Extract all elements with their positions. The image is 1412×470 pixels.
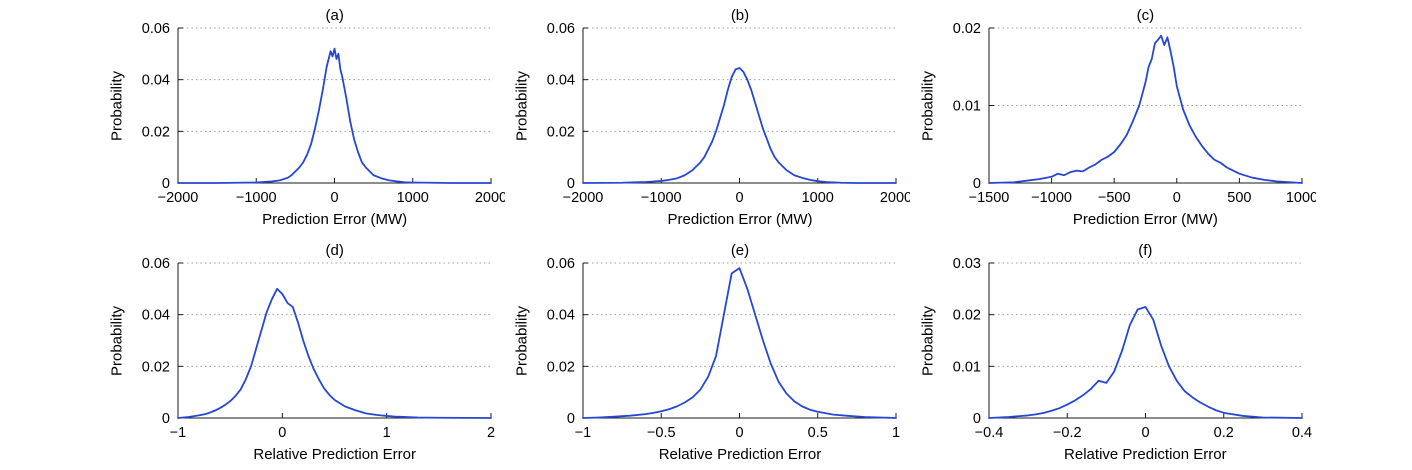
subplot-d-x-axis-label: Relative Prediction Error: [253, 446, 416, 463]
subplot-c-y-axis-label: Probability: [919, 70, 937, 142]
subplot-c-title: (c): [1136, 7, 1155, 24]
svg-text:1000: 1000: [397, 190, 429, 206]
svg-text:0: 0: [973, 411, 981, 427]
subplot-b: −2000 −1000 0 1000 2000 0 0.02 0.04 0.06 (b) Pro…: [505, 0, 911, 235]
plot-area-c: −1500 −1000 −500 0 500 1000 0 0.01 0.02: [952, 21, 1316, 206]
subplot-e-title: (e): [730, 242, 750, 259]
subplot-b-title: (b): [730, 7, 750, 24]
svg-text:0: 0: [1172, 190, 1180, 206]
svg-text:0.06: 0.06: [142, 256, 170, 272]
svg-text:−1: −1: [575, 425, 592, 441]
subplot-d-y-axis-label: Probability: [108, 305, 126, 377]
subplot-a-x-axis-label: Prediction Error (MW): [262, 211, 408, 228]
svg-text:−0.5: −0.5: [647, 425, 676, 441]
subplot-a: −2000 −1000 0 1000 2000 0 0.02 0.04 0.06 (a) Pro…: [100, 0, 506, 235]
subplot-c: −1500 −1000 −500 0 500 1000 0 0.01 0.02 (c) Prob…: [911, 0, 1316, 235]
subplot-e-x-axis-label: Relative Prediction Error: [658, 446, 822, 463]
plot-area-a: −2000 −1000 0 1000 2000 0 0.02 0.04 0.06: [142, 21, 505, 206]
svg-text:0.02: 0.02: [142, 359, 170, 375]
svg-text:0.02: 0.02: [547, 359, 575, 375]
svg-text:0.06: 0.06: [142, 21, 170, 37]
svg-text:0.02: 0.02: [547, 124, 575, 140]
svg-text:0: 0: [162, 411, 170, 427]
svg-text:0.06: 0.06: [547, 256, 575, 272]
svg-text:1000: 1000: [1286, 190, 1316, 206]
svg-text:−1000: −1000: [236, 190, 277, 206]
svg-text:0.02: 0.02: [952, 21, 980, 37]
svg-text:−1000: −1000: [1031, 190, 1072, 206]
svg-text:−0.4: −0.4: [974, 425, 1003, 441]
svg-text:0.5: 0.5: [808, 425, 828, 441]
svg-text:−2000: −2000: [563, 190, 604, 206]
subplot-a-y-axis-label: Probability: [108, 70, 126, 142]
svg-text:0: 0: [162, 176, 170, 192]
subplot-f-y-axis-label: Probability: [919, 305, 937, 377]
svg-text:0: 0: [330, 190, 338, 206]
svg-text:0.01: 0.01: [952, 99, 980, 115]
subplot-d: −1 0 1 2 0 0.02 0.04 0.06 (d) Probability Relat…: [100, 235, 505, 470]
svg-text:−0.2: −0.2: [1053, 425, 1082, 441]
svg-text:0.01: 0.01: [952, 359, 980, 375]
subplot-b-x-axis-label: Prediction Error (MW): [667, 211, 813, 228]
subplot-a-title: (a): [325, 7, 344, 24]
svg-text:0.03: 0.03: [952, 256, 980, 272]
svg-text:0: 0: [567, 176, 575, 192]
svg-text:500: 500: [1227, 190, 1251, 206]
svg-text:0.04: 0.04: [547, 308, 575, 324]
svg-text:0: 0: [736, 190, 744, 206]
svg-text:2000: 2000: [880, 190, 910, 206]
subplot-f-title: (f): [1138, 242, 1153, 259]
subplot-b-y-axis-label: Probability: [513, 70, 531, 142]
svg-text:2: 2: [487, 425, 495, 441]
svg-text:0: 0: [736, 425, 744, 441]
svg-text:1: 1: [383, 425, 391, 441]
svg-text:−1000: −1000: [641, 190, 682, 206]
subplot-f: −0.4 −0.2 0 0.2 0.4 0 0.01 0.02 0.03 (f) Probabi…: [911, 235, 1316, 470]
subplot-e-y-axis-label: Probability: [513, 305, 531, 377]
plot-area-e: −1 −0.5 0 0.5 1 0 0.02 0.04 0.06: [547, 256, 900, 441]
subplot-d-title: (d): [325, 242, 344, 259]
plot-area-d: −1 0 1 200.020.040.06: [142, 256, 495, 441]
svg-text:0.04: 0.04: [547, 73, 575, 89]
svg-text:0: 0: [973, 176, 981, 192]
plot-area-f: −0.4 −0.2 0 0.2 0.4 0 0.01 0.02 0.03: [952, 256, 1312, 441]
svg-text:2000: 2000: [475, 190, 505, 206]
plot-area-b: −2000 −1000 0 1000 2000 0 0.02 0.04 0.06: [547, 21, 910, 206]
svg-text:−1: −1: [170, 425, 187, 441]
subplot-f-x-axis-label: Relative Prediction Error: [1064, 446, 1227, 463]
svg-text:0: 0: [567, 411, 575, 427]
svg-text:0: 0: [278, 425, 286, 441]
svg-text:−500: −500: [1098, 190, 1131, 206]
svg-text:0.04: 0.04: [142, 73, 170, 89]
svg-text:0.02: 0.02: [952, 308, 980, 324]
subplot-e: −1 −0.5 0 0.5 1 0 0.02 0.04 0.06 (e) Probability…: [505, 235, 910, 470]
svg-text:1000: 1000: [802, 190, 834, 206]
svg-text:0.02: 0.02: [142, 124, 170, 140]
svg-text:−2000: −2000: [158, 190, 199, 206]
svg-text:−1500: −1500: [968, 190, 1009, 206]
svg-text:0.4: 0.4: [1292, 425, 1312, 441]
svg-text:0.2: 0.2: [1213, 425, 1233, 441]
svg-text:1: 1: [892, 425, 900, 441]
svg-text:0.06: 0.06: [547, 21, 575, 37]
subplot-c-x-axis-label: Prediction Error (MW): [1072, 211, 1218, 228]
svg-text:0.04: 0.04: [142, 308, 170, 324]
svg-text:0: 0: [1141, 425, 1149, 441]
